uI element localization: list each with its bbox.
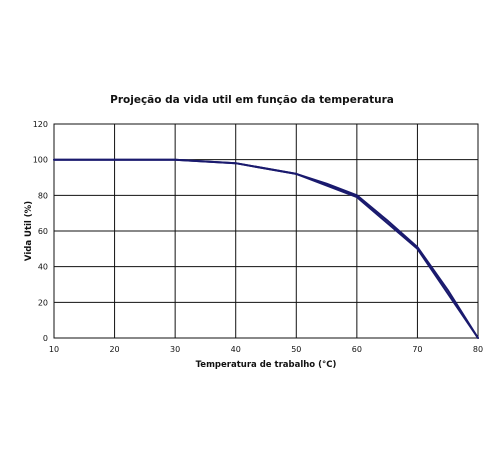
x-tick-label: 60 [352, 345, 362, 354]
x-tick-label: 40 [231, 345, 241, 354]
x-tick-label: 10 [49, 345, 59, 354]
y-tick-label: 20 [38, 298, 48, 307]
y-tick-label: 120 [33, 120, 48, 129]
x-tick-label: 50 [291, 345, 301, 354]
y-tick-label: 0 [43, 334, 48, 343]
grid [53, 123, 479, 339]
plot-frame [53, 123, 479, 339]
y-tick-label: 100 [33, 156, 48, 165]
y-tick-labels: 0 20 40 60 80 100 120 [33, 120, 48, 343]
x-tick-label: 70 [412, 345, 422, 354]
x-tick-label: 20 [109, 345, 119, 354]
series-line-1 [53, 158, 479, 339]
x-tick-label: 30 [170, 345, 180, 354]
y-tick-label: 40 [38, 263, 48, 272]
x-tick-labels: 10 20 30 40 50 60 70 80 [49, 345, 483, 354]
x-axis-label: Temperatura de trabalho (°C) [196, 360, 337, 370]
y-axis-label: Vida Util (%) [24, 201, 34, 261]
series-layer [53, 158, 479, 339]
chart-title: Projeção da vida util em função da tempe… [110, 94, 394, 106]
y-tick-label: 60 [38, 227, 48, 236]
series-line-2 [53, 158, 479, 339]
y-tick-label: 80 [38, 191, 48, 200]
x-tick-label: 80 [473, 345, 483, 354]
